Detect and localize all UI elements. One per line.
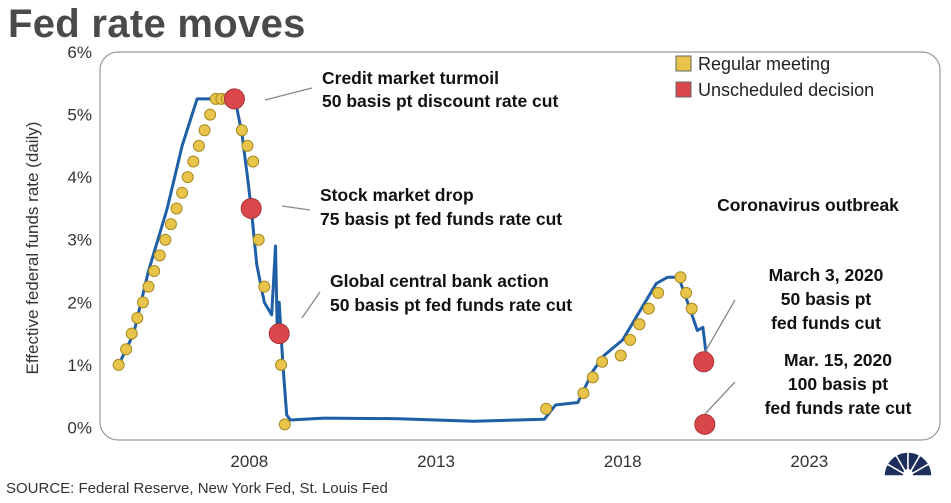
regular-meeting-marker (614, 349, 627, 362)
annotation-leader (704, 299, 736, 353)
regular-meeting-marker (181, 171, 194, 184)
annotation-text: Mar. 15, 2020 (784, 350, 892, 370)
y-tick-label: 5% (67, 106, 92, 125)
regular-meeting-marker (247, 155, 260, 168)
regular-meeting-marker (586, 371, 599, 384)
annotation-text: March 3, 2020 (769, 265, 884, 285)
y-tick-label: 0% (67, 418, 92, 437)
regular-meeting-marker (170, 202, 183, 215)
logo-center (903, 469, 913, 479)
legend-swatch (675, 55, 692, 72)
y-tick-label: 6% (67, 43, 92, 62)
regular-meeting-marker (241, 139, 254, 152)
x-tick-label: 2008 (230, 452, 268, 471)
x-tick-label: 2023 (790, 452, 828, 471)
y-axis-label: Effective federal funds rate (daily) (23, 122, 42, 375)
regular-meeting-marker (577, 387, 590, 400)
regular-meeting-marker (192, 139, 205, 152)
regular-meeting-marker (680, 286, 693, 299)
y-tick-label: 4% (67, 168, 92, 187)
regular-meeting-marker (164, 218, 177, 231)
regular-meeting-marker (642, 302, 655, 315)
regular-meeting-marker (148, 265, 161, 278)
annotation-leader (264, 87, 313, 101)
annotation-leader (301, 291, 321, 319)
y-tick-label: 3% (67, 231, 92, 250)
regular-meeting-marker (120, 343, 133, 356)
annotation-text: 75 basis pt fed funds rate cut (320, 209, 562, 229)
source-note: SOURCE: Federal Reserve, New York Fed, S… (6, 480, 388, 497)
cnbc-logo: CNBC (883, 451, 933, 479)
annotation-text: Coronavirus outbreak (717, 195, 899, 215)
regular-meeting-marker (235, 124, 248, 137)
legend-swatch (675, 81, 692, 98)
regular-meeting-marker (125, 327, 138, 340)
unscheduled-decision-marker (694, 413, 716, 435)
regular-meeting-marker (624, 333, 637, 346)
regular-meeting-marker (131, 311, 144, 324)
regular-meeting-marker (153, 249, 166, 262)
logo-feather (905, 462, 933, 477)
unscheduled-decision-marker (223, 88, 245, 110)
legend-label: Regular meeting (698, 54, 830, 74)
regular-meeting-marker (674, 271, 687, 284)
regular-meeting-marker (252, 233, 265, 246)
regular-meeting-marker (596, 355, 609, 368)
unscheduled-decision-marker (693, 351, 715, 373)
annotation-text: 100 basis pt (788, 374, 888, 394)
regular-meeting-marker (275, 358, 288, 371)
regular-meeting-marker (258, 280, 271, 293)
chart-title: Fed rate moves (8, 2, 306, 46)
series-line (117, 94, 709, 423)
annotation-text: fed funds cut (771, 313, 881, 333)
annotation-leader (704, 381, 736, 415)
annotation-text: Global central bank action (330, 271, 549, 291)
regular-meeting-marker (112, 358, 125, 371)
unscheduled-decision-marker (240, 197, 262, 219)
regular-meeting-marker (142, 280, 155, 293)
regular-meeting-marker (176, 186, 189, 199)
annotation-text: 50 basis pt discount rate cut (322, 91, 558, 111)
annotation-text: fed funds rate cut (765, 398, 912, 418)
annotation-text: Stock market drop (320, 185, 474, 205)
regular-meeting-marker (198, 124, 211, 137)
regular-meeting-marker (187, 155, 200, 168)
y-tick-label: 1% (67, 356, 92, 375)
annotation-text: 50 basis pt (781, 289, 872, 309)
y-tick-label: 2% (67, 293, 92, 312)
regular-meeting-marker (633, 318, 646, 331)
annotation-text: Credit market turmoil (322, 68, 499, 88)
chart: 0% 1% 2% 3% 4% 5% 6% 2008 2013 2018 2023 Effective … (23, 43, 941, 479)
legend-label: Unscheduled decision (698, 80, 874, 100)
unscheduled-decision-marker (268, 323, 290, 345)
regular-meeting-marker (685, 302, 698, 315)
plot-frame (99, 51, 941, 441)
regular-meeting-marker (136, 296, 149, 309)
regular-meeting-marker (652, 286, 665, 299)
regular-meeting-marker (159, 233, 172, 246)
x-tick-label: 2018 (604, 452, 642, 471)
annotation-leader (281, 205, 311, 211)
annotation-text: 50 basis pt fed funds rate cut (330, 295, 572, 315)
regular-meeting-marker (278, 418, 291, 431)
x-tick-label: 2013 (417, 452, 455, 471)
regular-meeting-marker (540, 402, 553, 415)
regular-meeting-marker (204, 108, 217, 121)
